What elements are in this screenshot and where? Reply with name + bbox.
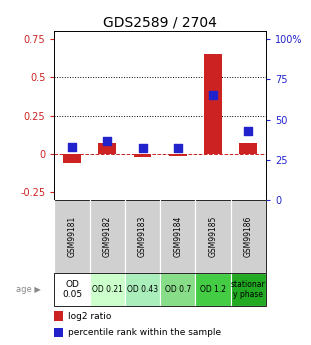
Text: log2 ratio: log2 ratio — [68, 312, 112, 321]
Bar — [169, 154, 187, 156]
Text: GSM99183: GSM99183 — [138, 216, 147, 257]
Text: stationar
y phase: stationar y phase — [231, 280, 266, 299]
Bar — [239, 143, 257, 154]
Bar — [125, 200, 160, 273]
Bar — [160, 200, 195, 273]
Bar — [231, 273, 266, 306]
Text: OD 0.43: OD 0.43 — [127, 285, 158, 294]
Bar — [195, 273, 231, 306]
Point — [175, 145, 180, 150]
Bar — [204, 54, 222, 154]
Text: GSM99185: GSM99185 — [209, 216, 217, 257]
Bar — [125, 273, 160, 306]
Point — [70, 144, 75, 150]
Text: age ▶: age ▶ — [16, 285, 40, 294]
Point — [140, 145, 145, 150]
Title: GDS2589 / 2704: GDS2589 / 2704 — [103, 16, 217, 30]
Bar — [54, 273, 90, 306]
Bar — [160, 273, 195, 306]
Text: OD 1.2: OD 1.2 — [200, 285, 226, 294]
Text: GSM99182: GSM99182 — [103, 216, 112, 257]
Bar — [54, 200, 90, 273]
Text: OD 0.21: OD 0.21 — [92, 285, 123, 294]
Text: percentile rank within the sample: percentile rank within the sample — [68, 328, 221, 337]
Bar — [99, 143, 116, 154]
Bar — [195, 200, 231, 273]
Point — [246, 128, 251, 134]
Text: OD 0.7: OD 0.7 — [165, 285, 191, 294]
Text: GSM99181: GSM99181 — [67, 216, 77, 257]
Bar — [90, 200, 125, 273]
Bar — [134, 154, 151, 157]
Point — [211, 92, 216, 97]
Point — [105, 138, 110, 143]
Bar — [54, 312, 63, 321]
Bar — [231, 200, 266, 273]
Text: OD
0.05: OD 0.05 — [62, 280, 82, 299]
Bar — [90, 273, 125, 306]
Bar — [54, 328, 63, 337]
Text: GSM99184: GSM99184 — [173, 216, 182, 257]
Text: GSM99186: GSM99186 — [244, 216, 253, 257]
Bar — [63, 154, 81, 163]
